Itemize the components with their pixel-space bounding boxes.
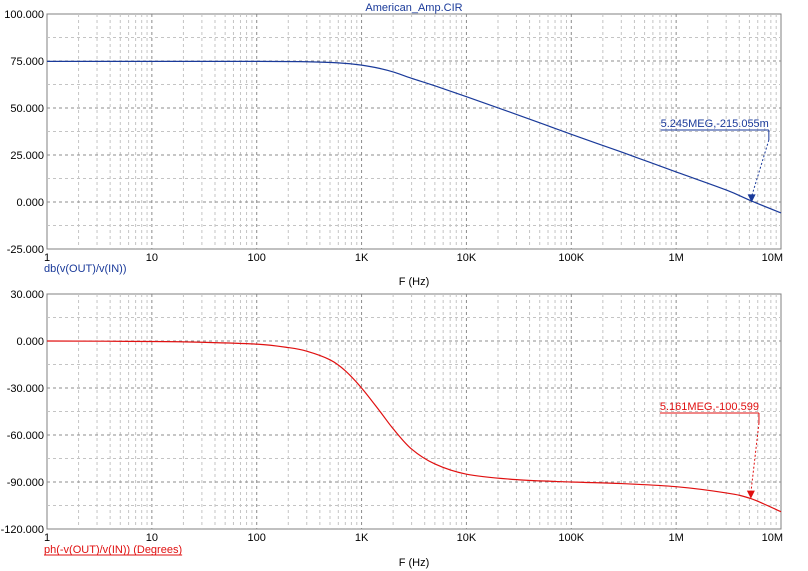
cursor-annotation: 5.161MEG,-100.599 bbox=[659, 401, 760, 499]
y-tick-label: 75.000 bbox=[10, 56, 44, 68]
gridlines bbox=[47, 14, 781, 249]
x-tick-label: 100 bbox=[248, 532, 266, 544]
x-axis-label: F (Hz) bbox=[399, 557, 430, 569]
x-tick-label: 100K bbox=[558, 532, 584, 544]
y-tick-label: -60.000 bbox=[7, 430, 44, 442]
y-tick-label: -90.000 bbox=[7, 477, 44, 489]
x-tick-label: 100 bbox=[248, 252, 266, 264]
y-tick-label: 100.000 bbox=[4, 9, 44, 21]
x-tick-label: 1 bbox=[44, 252, 50, 264]
cursor-annotation: 5.245MEG,-215.055m bbox=[660, 118, 770, 203]
series-line bbox=[46, 340, 782, 513]
chart-title: American_Amp.CIR bbox=[365, 2, 462, 14]
series-label: db(v(OUT)/v(IN)) bbox=[44, 263, 127, 275]
y-tick-label: 50.000 bbox=[10, 103, 44, 115]
series-label: ph(-v(OUT)/v(IN)) (Degrees) bbox=[44, 544, 182, 556]
x-tick-label: 10M bbox=[762, 252, 783, 264]
y-tick-label: 25.000 bbox=[10, 150, 44, 162]
x-tick-label: 1M bbox=[669, 252, 684, 264]
chart-panel-2: 30.000 0.000 -30.000 -60.000 -90.000 -120.000… bbox=[1, 289, 783, 569]
cursor-readout: 5.161MEG,-100.599 bbox=[660, 401, 759, 413]
gridlines bbox=[47, 294, 781, 529]
y-tick-label: 30.000 bbox=[10, 289, 44, 301]
x-tick-label: 1 bbox=[44, 532, 50, 544]
cursor-readout: 5.245MEG,-215.055m bbox=[661, 118, 769, 130]
x-tick-label: 1K bbox=[355, 252, 369, 264]
x-tick-label: 10 bbox=[146, 532, 158, 544]
series-line bbox=[46, 60, 782, 214]
y-tick-label: 0.000 bbox=[16, 336, 44, 348]
cursor-leader-line bbox=[751, 139, 770, 197]
x-axis-label: F (Hz) bbox=[399, 276, 430, 288]
x-tick-label: 1M bbox=[669, 532, 684, 544]
cursor-marker bbox=[747, 194, 756, 203]
x-tick-label: 10K bbox=[457, 532, 477, 544]
x-tick-label: 100K bbox=[558, 252, 584, 264]
x-tick-label: 10 bbox=[146, 252, 158, 264]
x-tick-label: 10K bbox=[457, 252, 477, 264]
chart-panel-1: American_Amp.CIR100.00075.00050.00025.00… bbox=[4, 2, 783, 288]
cursor-marker bbox=[746, 490, 755, 499]
x-tick-label: 10M bbox=[762, 532, 783, 544]
y-tick-label: -120.000 bbox=[1, 524, 44, 536]
y-tick-label: -30.000 bbox=[7, 383, 44, 395]
y-tick-label: -25.000 bbox=[7, 244, 44, 256]
x-tick-label: 1K bbox=[355, 532, 369, 544]
y-tick-label: 0.000 bbox=[16, 197, 44, 209]
